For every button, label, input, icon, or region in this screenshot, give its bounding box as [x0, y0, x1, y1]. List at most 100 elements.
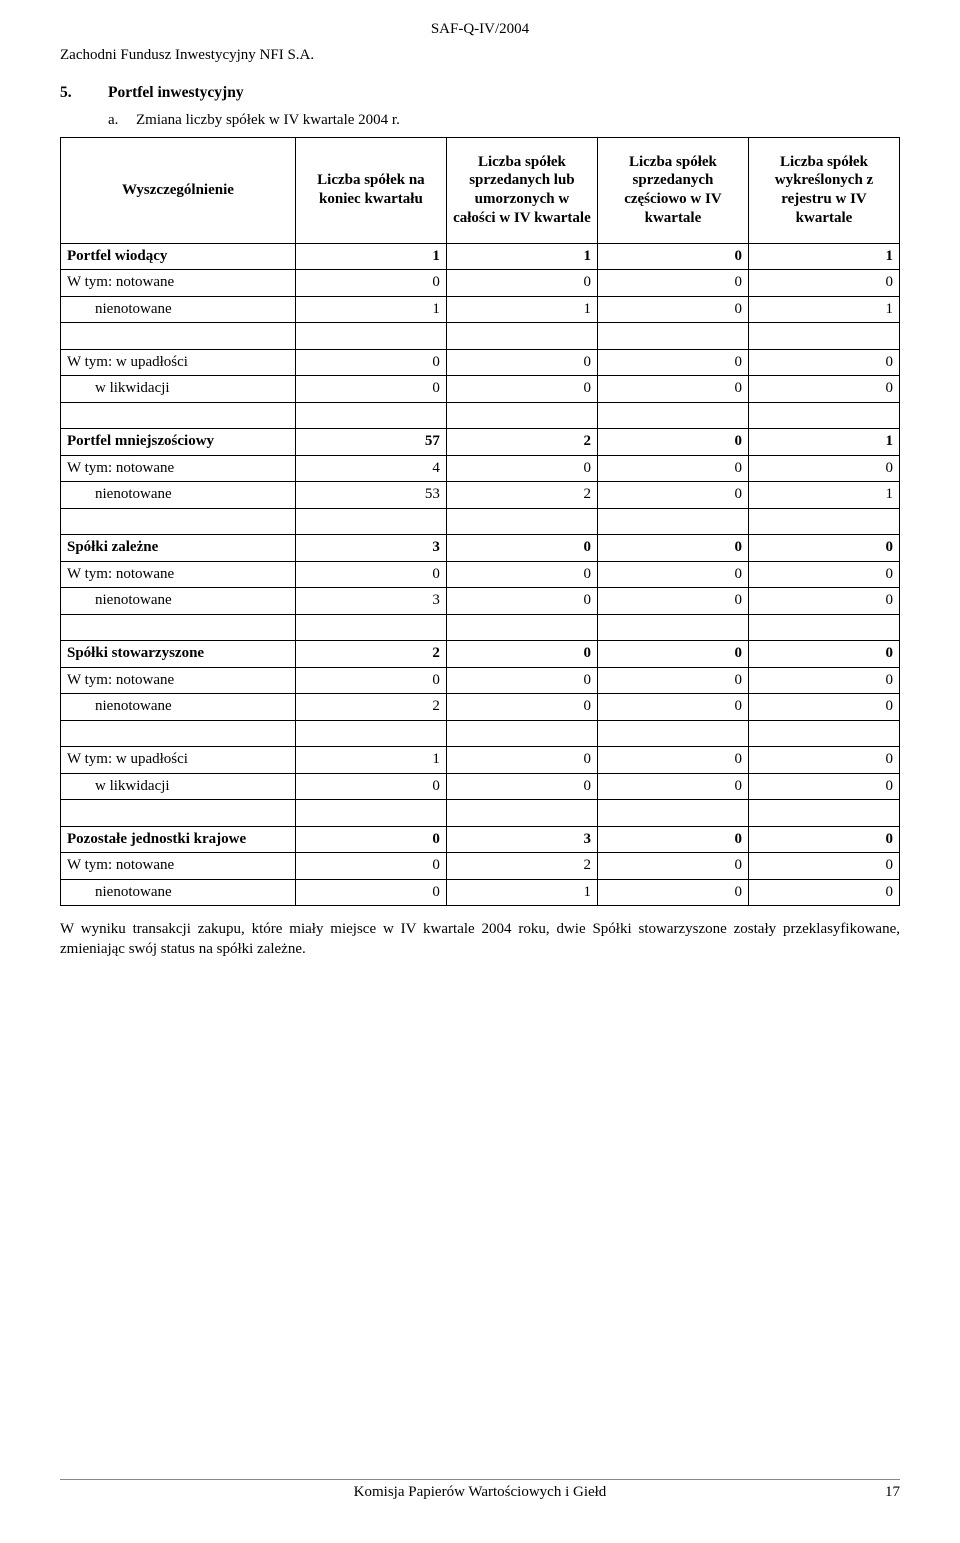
- blank-cell: [446, 323, 597, 350]
- cell-value: 2: [295, 694, 446, 721]
- sub-letter: a.: [108, 111, 136, 131]
- cell-value: 0: [597, 853, 748, 880]
- row-label: nienotowane: [61, 482, 296, 509]
- cell-value: 1: [748, 243, 899, 270]
- row-label: W tym: notowane: [61, 270, 296, 297]
- cell-value: 0: [748, 588, 899, 615]
- row-label: W tym: w upadłości: [61, 349, 296, 376]
- col-header: Liczba spółek sprzedanych częściowo w IV…: [597, 137, 748, 243]
- cell-value: 0: [446, 694, 597, 721]
- cell-value: 0: [446, 773, 597, 800]
- cell-value: 0: [748, 270, 899, 297]
- cell-value: 0: [597, 455, 748, 482]
- table-blank-row: [61, 323, 900, 350]
- cell-value: 0: [295, 879, 446, 906]
- cell-value: 0: [748, 694, 899, 721]
- row-label: W tym: notowane: [61, 667, 296, 694]
- table-row: W tym: w upadłości1000: [61, 747, 900, 774]
- cell-value: 1: [446, 296, 597, 323]
- cell-value: 1: [295, 296, 446, 323]
- cell-value: 0: [748, 455, 899, 482]
- blank-cell: [61, 800, 296, 827]
- blank-cell: [295, 800, 446, 827]
- cell-value: 2: [446, 482, 597, 509]
- blank-cell: [295, 508, 446, 535]
- cell-value: 0: [446, 667, 597, 694]
- blank-cell: [597, 508, 748, 535]
- blank-cell: [748, 614, 899, 641]
- cell-value: 2: [295, 641, 446, 668]
- blank-cell: [597, 720, 748, 747]
- cell-value: 0: [597, 296, 748, 323]
- row-label: W tym: notowane: [61, 853, 296, 880]
- blank-cell: [446, 800, 597, 827]
- cell-value: 0: [446, 270, 597, 297]
- blank-cell: [61, 720, 296, 747]
- cell-value: 0: [597, 588, 748, 615]
- cell-value: 0: [295, 376, 446, 403]
- blank-cell: [295, 614, 446, 641]
- table-row: W tym: notowane4000: [61, 455, 900, 482]
- cell-value: 0: [597, 482, 748, 509]
- cell-value: 0: [295, 773, 446, 800]
- table-row: w likwidacji0000: [61, 376, 900, 403]
- blank-cell: [597, 614, 748, 641]
- row-label: W tym: notowane: [61, 455, 296, 482]
- cell-value: 0: [597, 270, 748, 297]
- section-heading: 5. Portfel inwestycyjny: [60, 83, 900, 103]
- footer-divider: [60, 1479, 900, 1480]
- table-row: Portfel mniejszościowy57201: [61, 429, 900, 456]
- table-blank-row: [61, 402, 900, 429]
- cell-value: 0: [597, 349, 748, 376]
- company-name: Zachodni Fundusz Inwestycyjny NFI S.A.: [60, 46, 900, 66]
- row-label: nienotowane: [61, 879, 296, 906]
- row-label: Spółki zależne: [61, 535, 296, 562]
- cell-value: 0: [748, 535, 899, 562]
- blank-cell: [295, 402, 446, 429]
- cell-value: 57: [295, 429, 446, 456]
- table-row: W tym: notowane0000: [61, 270, 900, 297]
- table-blank-row: [61, 508, 900, 535]
- cell-value: 0: [446, 455, 597, 482]
- table-blank-row: [61, 800, 900, 827]
- cell-value: 0: [597, 429, 748, 456]
- section-title: Portfel inwestycyjny: [108, 83, 244, 103]
- cell-value: 0: [446, 747, 597, 774]
- table-blank-row: [61, 720, 900, 747]
- cell-value: 0: [748, 667, 899, 694]
- row-label: Portfel mniejszościowy: [61, 429, 296, 456]
- section-number: 5.: [60, 83, 108, 103]
- cell-value: 0: [597, 694, 748, 721]
- blank-cell: [748, 720, 899, 747]
- table-row: Spółki stowarzyszone2000: [61, 641, 900, 668]
- cell-value: 3: [295, 535, 446, 562]
- cell-value: 0: [446, 561, 597, 588]
- table-row: nienotowane3000: [61, 588, 900, 615]
- cell-value: 0: [446, 376, 597, 403]
- table-row: W tym: notowane0000: [61, 667, 900, 694]
- table-row: nienotowane0100: [61, 879, 900, 906]
- cell-value: 0: [597, 641, 748, 668]
- blank-cell: [61, 402, 296, 429]
- cell-value: 0: [597, 879, 748, 906]
- blank-cell: [446, 402, 597, 429]
- row-label: Pozostałe jednostki krajowe: [61, 826, 296, 853]
- table-row: W tym: notowane0000: [61, 561, 900, 588]
- row-label: W tym: w upadłości: [61, 747, 296, 774]
- table-row: W tym: w upadłości0000: [61, 349, 900, 376]
- cell-value: 53: [295, 482, 446, 509]
- cell-value: 0: [597, 561, 748, 588]
- cell-value: 0: [295, 561, 446, 588]
- table-row: Pozostałe jednostki krajowe0300: [61, 826, 900, 853]
- blank-cell: [748, 323, 899, 350]
- row-label: w likwidacji: [61, 773, 296, 800]
- blank-cell: [748, 402, 899, 429]
- cell-value: 0: [295, 826, 446, 853]
- cell-value: 0: [597, 667, 748, 694]
- table-row: W tym: notowane0200: [61, 853, 900, 880]
- table-row: nienotowane2000: [61, 694, 900, 721]
- cell-value: 0: [748, 853, 899, 880]
- blank-cell: [748, 508, 899, 535]
- cell-value: 1: [446, 879, 597, 906]
- col-header: Wyszczególnienie: [61, 137, 296, 243]
